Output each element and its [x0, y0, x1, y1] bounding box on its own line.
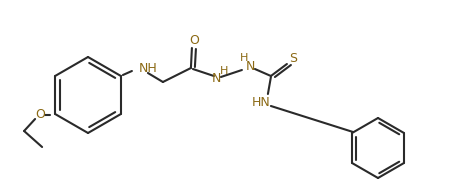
- Text: NH: NH: [139, 61, 158, 74]
- Text: HN: HN: [252, 95, 270, 108]
- Text: N: N: [246, 60, 256, 73]
- Text: O: O: [189, 33, 199, 46]
- Text: S: S: [289, 52, 297, 65]
- Text: N: N: [212, 71, 222, 84]
- Text: H: H: [240, 53, 248, 63]
- Text: H: H: [220, 66, 228, 76]
- Text: O: O: [35, 108, 45, 122]
